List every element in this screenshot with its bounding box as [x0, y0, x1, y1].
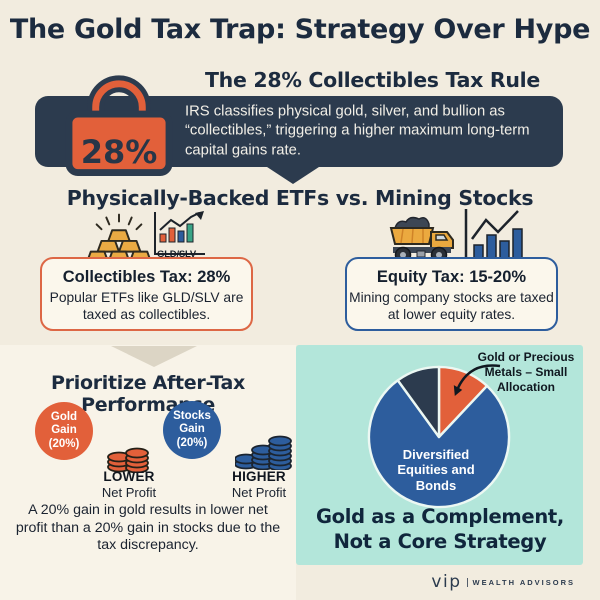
- higher-net-profit-label: HIGHER Net Profit: [218, 469, 300, 500]
- padlock-graphic: [65, 75, 173, 177]
- down-chevron-gray-icon: [111, 346, 197, 367]
- down-chevron-icon: [264, 165, 322, 184]
- stocks-gain-bubble: Stocks Gain (20%): [163, 401, 221, 459]
- pie-slice: [396, 365, 441, 439]
- lock-percent-label: 28%: [80, 133, 158, 171]
- callout-arrow-icon: [448, 358, 504, 400]
- equity-tax-body: Mining company stocks are taxed at lower…: [349, 290, 554, 322]
- equity-tax-title: Equity Tax: 15-20%: [376, 268, 527, 286]
- etf-chart-label: GLD/SLV: [157, 249, 197, 260]
- comparison-heading: Physically-Backed ETFs vs. Mining Stocks: [66, 186, 534, 210]
- etf-chart-icon: GLD/SLV: [152, 210, 206, 262]
- logo-divider: [466, 577, 468, 587]
- lower-sub: Net Profit: [101, 485, 157, 500]
- lower-word: LOWER: [103, 469, 155, 484]
- pie-slice: [367, 379, 511, 509]
- gold-allocation-callout: Gold or Precious Metals – Small Allocati…: [477, 350, 575, 394]
- collectibles-tax-title: Collectibles Tax: 28%: [62, 268, 231, 286]
- equity-tax-card: Equity Tax: 15-20% Mining company stocks…: [345, 257, 558, 331]
- allocation-pie: [367, 365, 511, 509]
- tax-rule-heading: The 28% Collectibles Tax Rule: [205, 68, 540, 92]
- tax-rule-body: IRS classifies physical gold, silver, an…: [185, 103, 530, 159]
- stocks-chart-icon: [463, 207, 523, 263]
- page-title: The Gold Tax Trap: Strategy Over Hype: [9, 14, 591, 45]
- padlock-icon: 28%: [62, 61, 176, 179]
- collectibles-tax-body: Popular ETFs like GLD/SLV are taxed as c…: [49, 290, 244, 322]
- lower-net-profit-label: LOWER Net Profit: [88, 469, 170, 500]
- collectibles-tax-card: Collectibles Tax: 28% Popular ETFs like …: [40, 257, 253, 331]
- allocation-caption: Gold as a Complement, Not a Core Strateg…: [315, 505, 565, 553]
- gold-gain-bubble: Gold Gain (20%): [35, 402, 93, 460]
- after-tax-body: A 20% gain in gold results in lower net …: [15, 502, 281, 554]
- brand-name: WEALTH ADVISORS: [472, 577, 575, 587]
- pie-center-label: Diversified Equities and Bonds: [397, 447, 475, 493]
- mining-truck-icon: [381, 210, 459, 264]
- higher-sub: Net Profit: [231, 485, 287, 500]
- higher-word: HIGHER: [232, 469, 286, 484]
- after-tax-panel: [0, 345, 296, 600]
- stocks-coins-icon: [234, 426, 293, 472]
- vip-logo: vip: [431, 572, 462, 592]
- gold-coins-icon: [106, 441, 152, 474]
- brand-footer: vip WEALTH ADVISORS: [431, 572, 575, 592]
